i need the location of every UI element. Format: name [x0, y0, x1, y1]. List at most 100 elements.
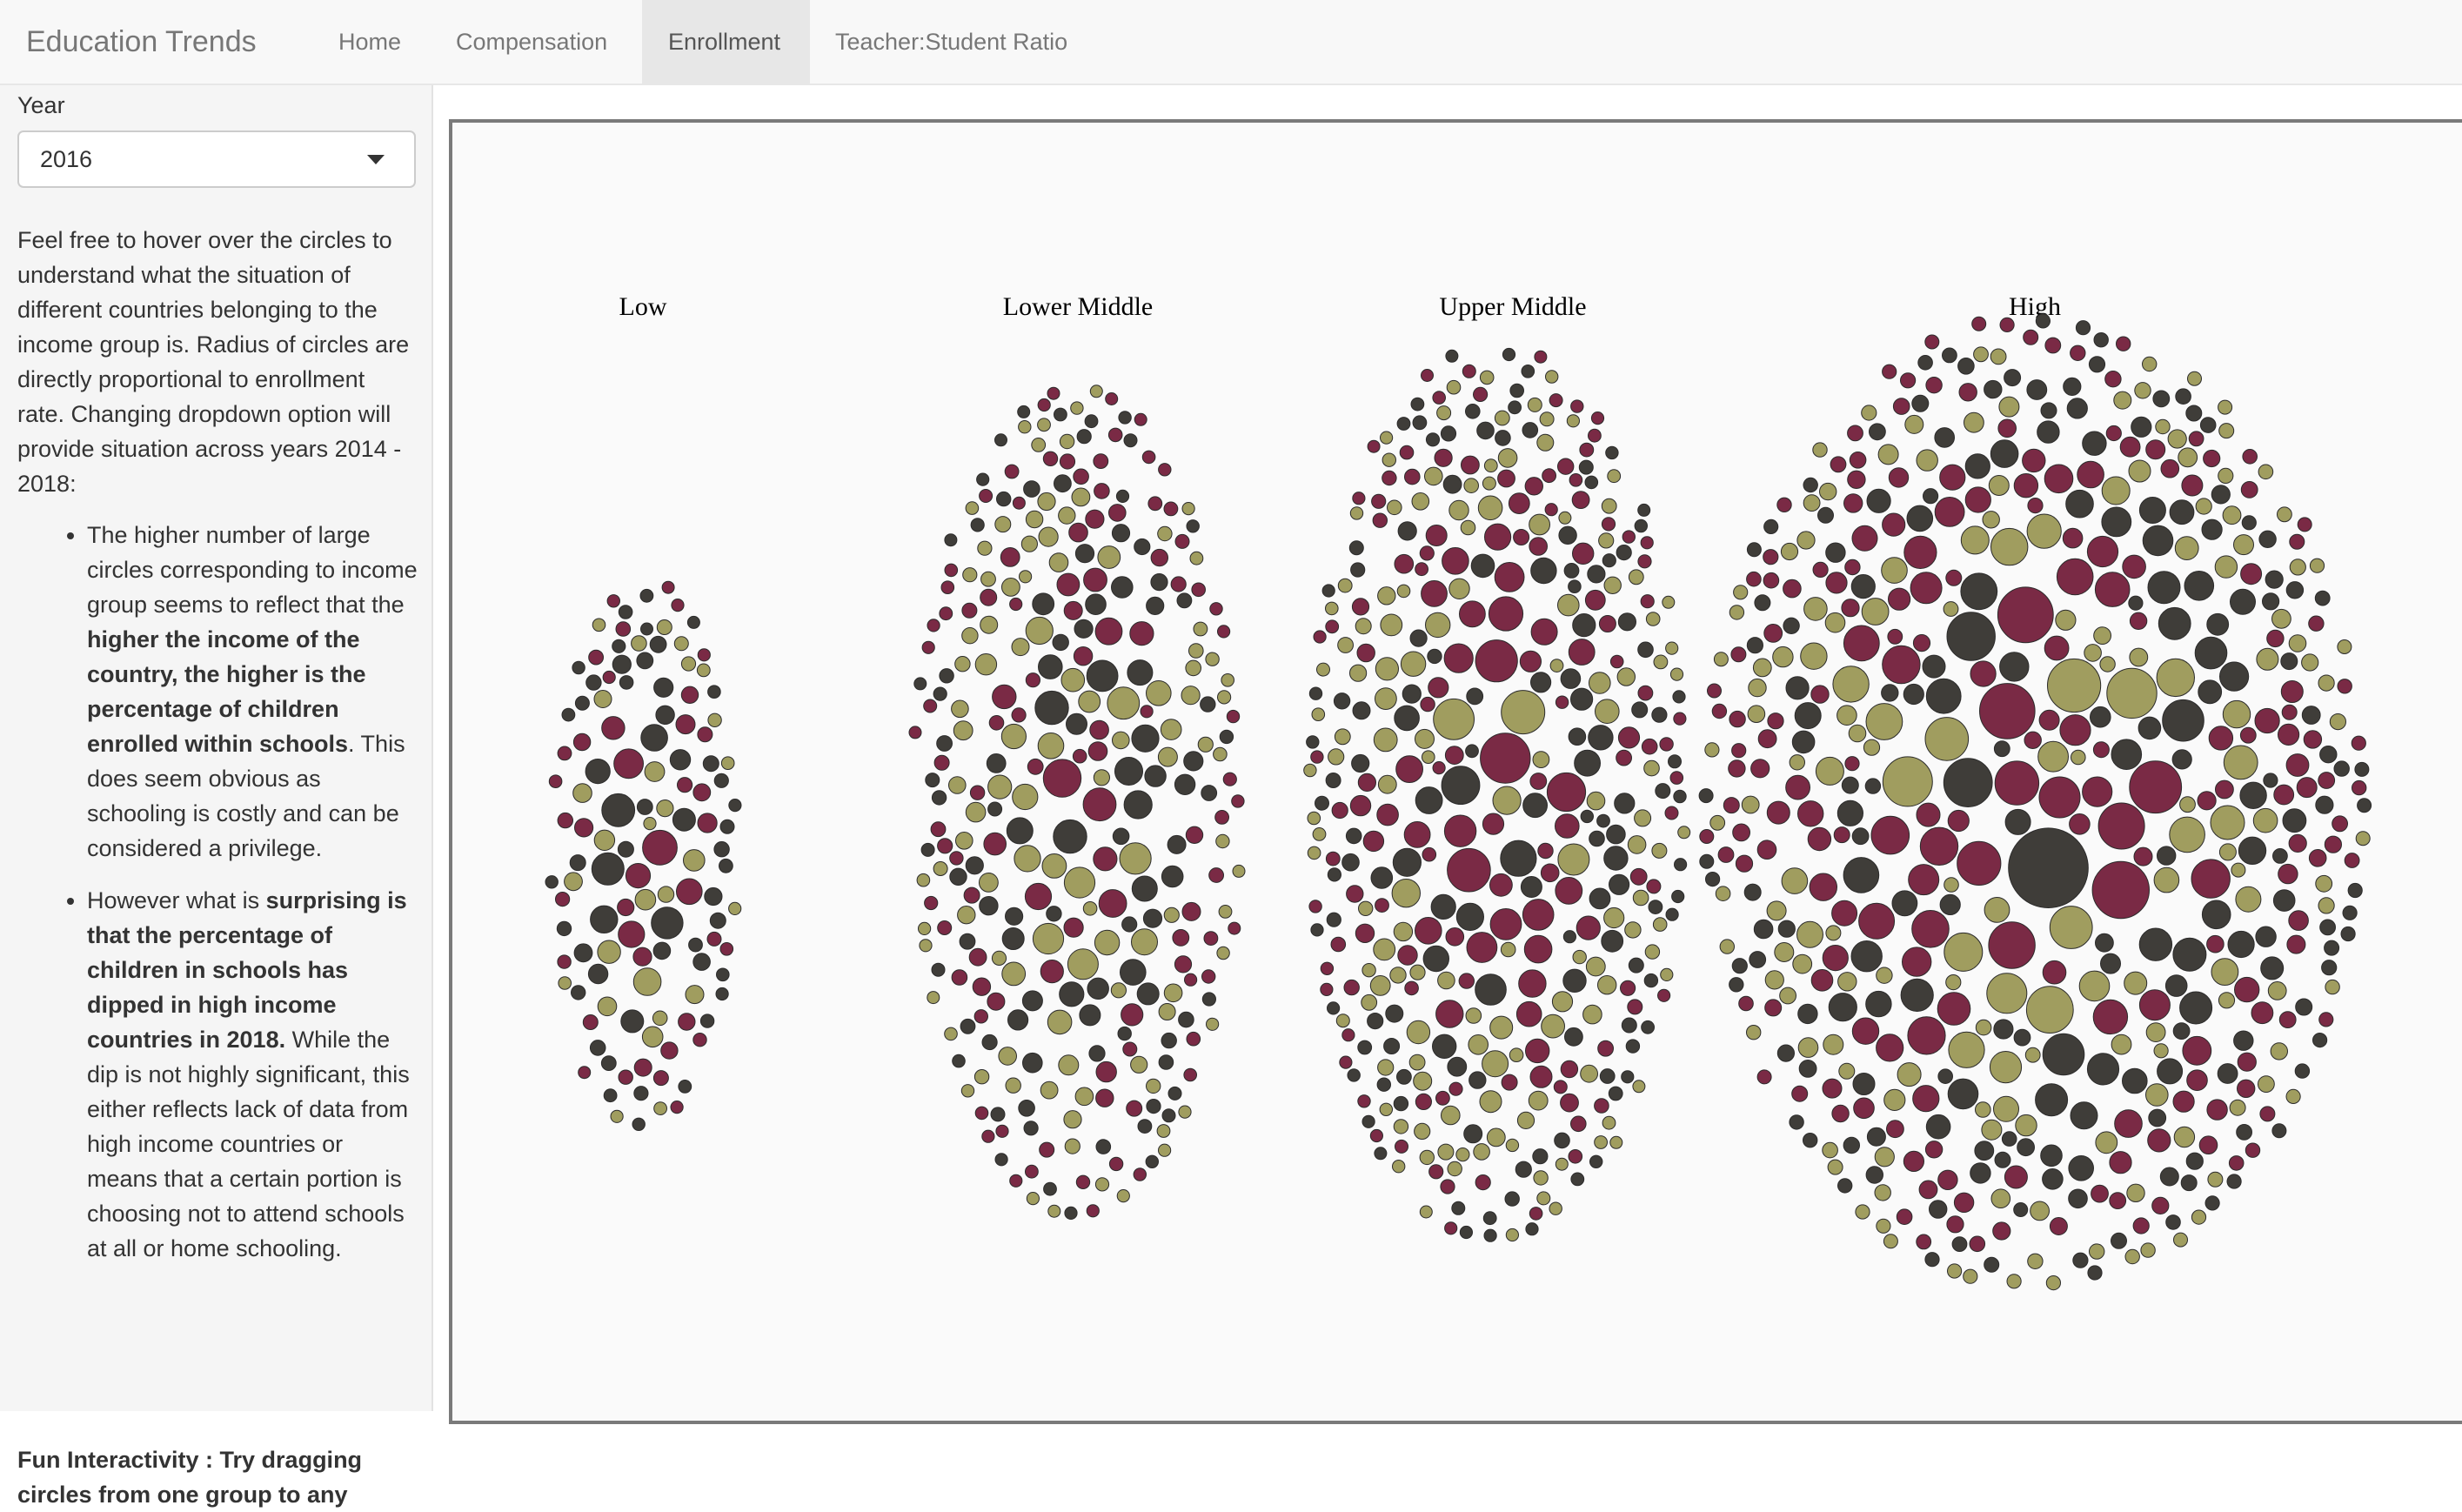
- country-bubble[interactable]: [2233, 534, 2254, 556]
- country-bubble[interactable]: [1337, 637, 1354, 653]
- country-bubble[interactable]: [1303, 763, 1317, 778]
- country-bubble[interactable]: [555, 892, 571, 907]
- country-bubble[interactable]: [2239, 726, 2257, 744]
- country-bubble[interactable]: [643, 817, 657, 831]
- country-bubble[interactable]: [1698, 788, 1714, 804]
- country-bubble[interactable]: [1415, 728, 1435, 749]
- country-bubble[interactable]: [1827, 1159, 1843, 1175]
- country-bubble[interactable]: [1555, 695, 1569, 709]
- country-bubble[interactable]: [2229, 1099, 2246, 1116]
- country-bubble[interactable]: [716, 967, 730, 982]
- country-bubble[interactable]: [1402, 684, 1422, 704]
- country-bubble[interactable]: [1172, 929, 1190, 947]
- country-bubble[interactable]: [1916, 449, 1938, 472]
- country-bubble[interactable]: [1032, 922, 1065, 955]
- country-bubble[interactable]: [1042, 451, 1059, 466]
- country-bubble[interactable]: [1570, 399, 1584, 413]
- country-bubble[interactable]: [1404, 980, 1419, 996]
- country-bubble[interactable]: [1325, 601, 1339, 616]
- country-bubble[interactable]: [1120, 959, 1147, 986]
- country-bubble[interactable]: [1505, 1228, 1520, 1242]
- country-bubble[interactable]: [1841, 776, 1859, 794]
- country-bubble[interactable]: [2004, 1165, 2028, 1189]
- country-bubble[interactable]: [939, 668, 954, 684]
- country-bubble[interactable]: [2106, 667, 2158, 719]
- country-bubble[interactable]: [974, 1106, 989, 1121]
- country-bubble[interactable]: [1158, 1054, 1174, 1070]
- country-bubble[interactable]: [2337, 639, 2352, 654]
- country-bubble[interactable]: [653, 1101, 668, 1115]
- country-bubble[interactable]: [2068, 1188, 2088, 1209]
- country-bubble[interactable]: [1729, 710, 1746, 728]
- country-bubble[interactable]: [1664, 806, 1679, 820]
- country-bubble[interactable]: [965, 801, 987, 823]
- country-bubble[interactable]: [1355, 923, 1375, 943]
- country-bubble[interactable]: [1861, 405, 1877, 421]
- country-bubble[interactable]: [1394, 705, 1420, 732]
- country-bubble[interactable]: [1217, 625, 1231, 639]
- country-bubble[interactable]: [1191, 582, 1207, 598]
- country-bubble[interactable]: [1825, 542, 1846, 563]
- country-bubble[interactable]: [1327, 1001, 1341, 1015]
- country-bubble[interactable]: [2093, 626, 2111, 645]
- country-bubble[interactable]: [1129, 621, 1154, 646]
- country-bubble[interactable]: [1999, 317, 2015, 332]
- country-bubble[interactable]: [1570, 1172, 1585, 1187]
- country-bubble[interactable]: [587, 963, 609, 985]
- country-bubble[interactable]: [1958, 383, 1977, 402]
- country-bubble[interactable]: [1435, 1000, 1464, 1028]
- country-bubble[interactable]: [2222, 699, 2251, 729]
- country-bubble[interactable]: [1849, 452, 1867, 469]
- country-bubble[interactable]: [1122, 1041, 1138, 1057]
- country-bubble[interactable]: [1525, 1038, 1550, 1064]
- country-bubble[interactable]: [1320, 982, 1334, 997]
- country-bubble[interactable]: [1925, 377, 1943, 394]
- country-bubble[interactable]: [1988, 921, 2036, 969]
- country-bubble[interactable]: [2214, 555, 2238, 579]
- country-bubble[interactable]: [1596, 813, 1610, 828]
- country-bubble[interactable]: [1822, 1078, 1843, 1099]
- country-bubble[interactable]: [1945, 569, 1963, 586]
- country-bubble[interactable]: [656, 619, 672, 635]
- country-bubble[interactable]: [2319, 746, 2338, 764]
- country-bubble[interactable]: [979, 489, 993, 503]
- country-bubble[interactable]: [1441, 1105, 1461, 1126]
- country-bubble[interactable]: [1097, 545, 1121, 569]
- country-bubble[interactable]: [2138, 497, 2166, 524]
- country-bubble[interactable]: [1170, 576, 1187, 592]
- country-bubble[interactable]: [1588, 428, 1602, 443]
- country-bubble[interactable]: [1637, 685, 1654, 701]
- country-bubble[interactable]: [2038, 709, 2060, 731]
- country-bubble[interactable]: [1193, 621, 1208, 637]
- country-bubble[interactable]: [1349, 506, 1364, 520]
- country-bubble[interactable]: [1463, 478, 1479, 494]
- country-bubble[interactable]: [1373, 938, 1396, 961]
- country-bubble[interactable]: [1975, 1019, 1992, 1036]
- country-bubble[interactable]: [692, 1033, 707, 1047]
- country-bubble[interactable]: [2101, 506, 2132, 538]
- country-bubble[interactable]: [1910, 572, 1943, 605]
- country-bubble[interactable]: [2211, 958, 2239, 986]
- country-bubble[interactable]: [1523, 934, 1553, 964]
- country-bubble[interactable]: [1504, 1191, 1520, 1207]
- country-bubble[interactable]: [1399, 445, 1415, 460]
- country-bubble[interactable]: [1406, 1020, 1431, 1045]
- country-bubble[interactable]: [2013, 473, 2039, 498]
- country-bubble[interactable]: [672, 807, 696, 832]
- country-bubble[interactable]: [987, 992, 1006, 1011]
- country-bubble[interactable]: [1578, 459, 1594, 475]
- country-bubble[interactable]: [1419, 1205, 1433, 1219]
- country-bubble[interactable]: [1117, 1026, 1132, 1041]
- country-bubble[interactable]: [655, 705, 675, 725]
- country-bubble[interactable]: [1651, 706, 1668, 723]
- country-bubble[interactable]: [1063, 1110, 1082, 1129]
- country-bubble[interactable]: [578, 1066, 592, 1080]
- country-bubble[interactable]: [1975, 1101, 1991, 1118]
- country-bubble[interactable]: [1391, 879, 1422, 908]
- country-bubble[interactable]: [1025, 510, 1044, 529]
- country-bubble[interactable]: [2044, 635, 2070, 661]
- country-bubble[interactable]: [1447, 1056, 1468, 1077]
- country-bubble[interactable]: [1906, 505, 1934, 532]
- country-bubble[interactable]: [2260, 956, 2285, 980]
- country-bubble[interactable]: [1772, 646, 1794, 668]
